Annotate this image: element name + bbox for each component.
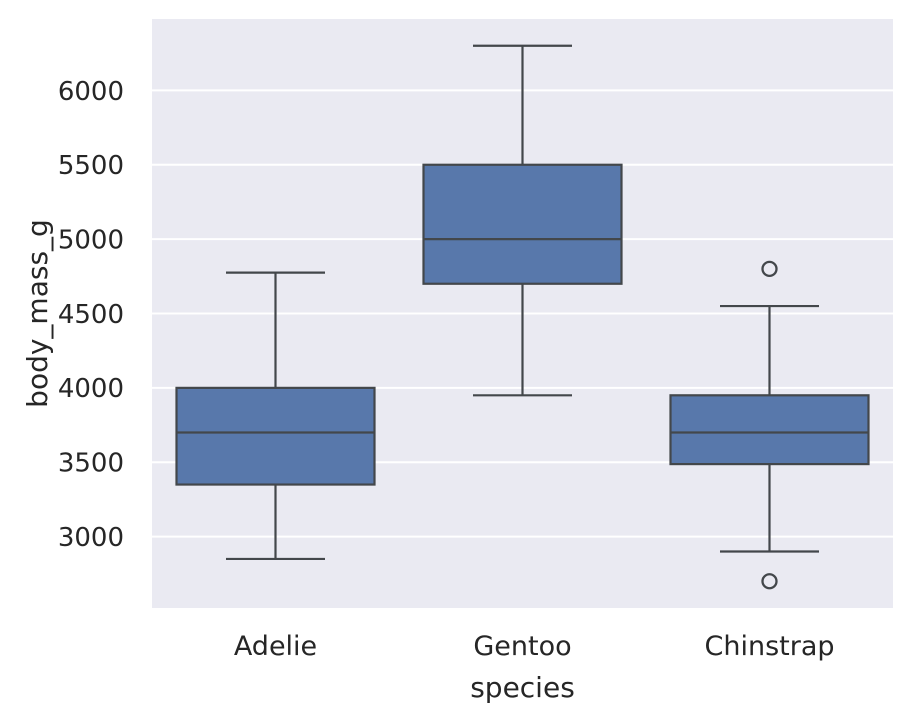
y-axis-label: body_mass_g <box>21 219 54 408</box>
y-tick-label: 5500 <box>58 151 124 181</box>
x-tick-label-gentoo: Gentoo <box>473 631 571 662</box>
y-tick-label: 4000 <box>58 374 124 404</box>
outlier-chinstrap <box>761 260 778 278</box>
y-tick-label: 6000 <box>58 77 124 107</box>
y-tick-label: 3500 <box>58 449 124 479</box>
outlier-chinstrap <box>761 573 778 590</box>
box-gentoo <box>422 163 623 285</box>
x-axis-label: species <box>470 671 575 704</box>
x-tick-label-adelie: Adelie <box>234 631 317 662</box>
y-tick-label: 3000 <box>58 523 124 553</box>
y-tick-label: 5000 <box>58 225 124 255</box>
x-tick-label-chinstrap: Chinstrap <box>704 631 834 662</box>
box-adelie <box>175 386 376 486</box>
y-tick-label: 4500 <box>58 300 124 330</box>
box-chinstrap <box>669 394 870 466</box>
